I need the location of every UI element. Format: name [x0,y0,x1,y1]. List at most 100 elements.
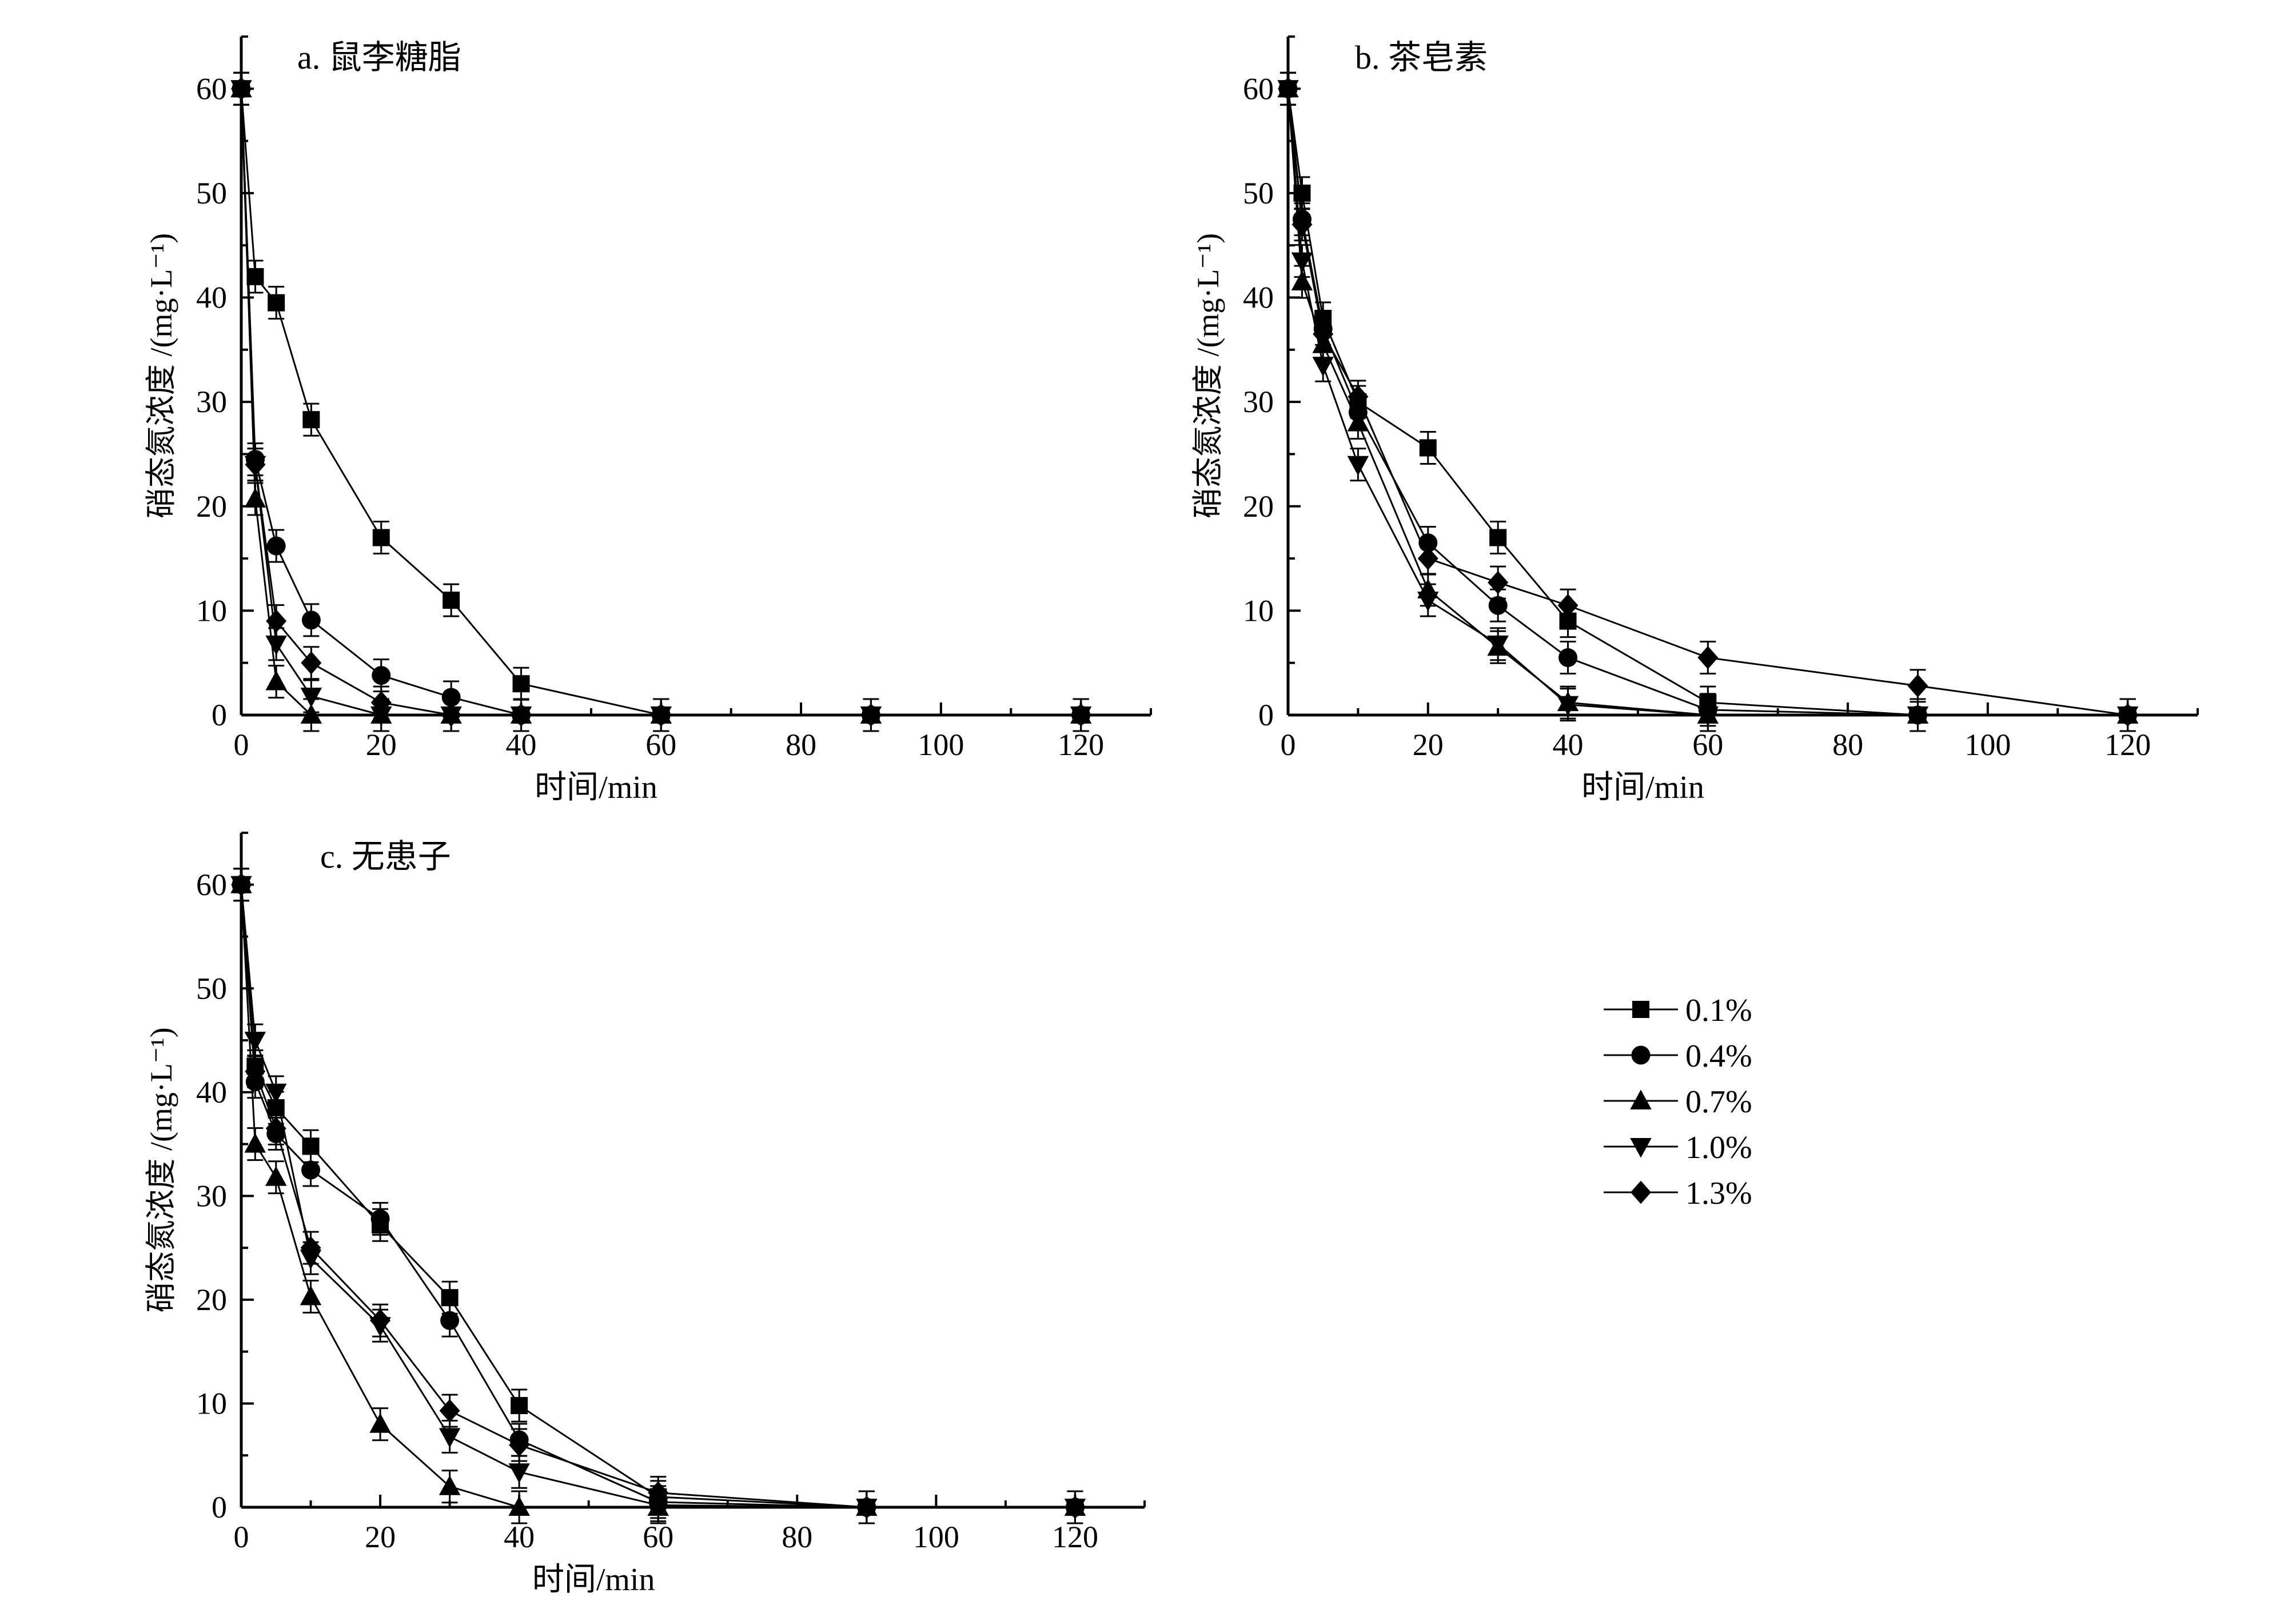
x-tick-label: 100 [913,1520,959,1554]
data-point [372,529,390,546]
y-axis-label: 硝态氮浓度 /(mg·L⁻¹) [144,233,178,518]
y-tick-label: 40 [196,281,227,315]
y-tick-label: 30 [196,385,227,419]
data-point [1419,439,1437,457]
x-tick-label: 60 [643,1520,673,1554]
series-1.3% [231,71,1091,732]
y-tick-label: 40 [1243,281,1274,315]
data-point [231,873,252,897]
series-0.7% [230,868,1086,1524]
panel-title: b. 茶皂素 [1355,39,1488,76]
y-axis-label: 硝态氮浓度 /(mg·L⁻¹) [144,1027,178,1312]
data-point [266,536,286,556]
data-point [1697,706,1719,726]
data-point [302,411,320,429]
data-point [245,1060,266,1083]
data-point [265,670,287,690]
data-point [244,1133,266,1153]
y-tick-label: 60 [1243,71,1274,106]
data-point [246,268,264,286]
data-point [300,1285,322,1305]
series-1.0% [1277,71,2139,732]
data-point [369,1413,391,1433]
x-tick-label: 120 [1058,728,1104,762]
x-tick-label: 40 [1553,728,1584,762]
data-point [443,592,460,609]
series-line [240,89,1081,716]
data-point [511,703,532,727]
series-line [1287,89,2128,716]
x-tick-label: 80 [782,1520,812,1554]
data-point [1278,77,1298,101]
data-point [1312,357,1334,377]
x-tick-label: 40 [506,728,537,762]
legend-marker-triangle-up-icon [1630,1089,1652,1109]
data-point [268,294,285,312]
data-point [439,1428,461,1448]
data-point [1488,596,1508,615]
y-tick-label: 20 [1243,489,1274,524]
series-line [240,884,1075,1508]
x-tick-label: 0 [234,728,249,762]
data-point [441,1289,459,1307]
data-point [1487,635,1509,656]
y-tick-label: 40 [196,1075,227,1109]
y-tick-label: 50 [1243,176,1274,210]
data-point [372,666,391,685]
y-tick-label: 10 [196,593,227,628]
data-point [1348,385,1369,409]
legend-entry: 0.4% [1604,1039,1752,1074]
legend-label: 0.7% [1685,1084,1752,1120]
series-1.0% [230,868,1086,1524]
y-tick-label: 0 [212,1490,227,1524]
data-point [1292,213,1313,236]
x-tick-label: 100 [918,728,964,762]
legend: 0.1% 0.4% 0.7% 1.0% 1.3% [1604,993,1752,1211]
data-point [300,704,322,724]
legend-entry: 0.7% [1604,1084,1752,1120]
y-tick-label: 0 [212,698,227,732]
data-point [1347,412,1369,432]
x-tick-label: 20 [365,1520,396,1554]
data-point [266,609,287,633]
data-point [508,1496,530,1516]
x-tick-label: 0 [234,1520,249,1554]
data-point [439,1475,461,1495]
data-point [265,1083,287,1104]
series-line [1287,89,2128,716]
series-line [1287,89,2128,716]
data-point [1070,703,1091,727]
legend-entry: 1.0% [1604,1130,1752,1165]
data-point [508,1463,530,1483]
data-point [300,1236,321,1260]
y-tick-label: 10 [1243,593,1274,628]
series-0.4% [232,868,1085,1524]
data-point [244,1032,266,1052]
series-line [1287,89,2128,716]
series-line [240,884,1075,1508]
data-point [1697,646,1719,669]
legend-label: 1.0% [1685,1130,1752,1165]
series-0.1% [1279,71,2136,732]
data-point [1313,322,1334,346]
panel-a: 0 20 40 60 80 100 120 0 10 20 30 40 50 60 a. 鼠李糖脂时间/mi… [144,35,1152,805]
series-line [240,89,1081,716]
x-tick-label: 40 [504,1520,535,1554]
data-point [301,1160,321,1180]
data-point [1417,546,1438,570]
data-point [509,1433,530,1457]
y-tick-label: 0 [1258,698,1274,732]
y-tick-label: 60 [196,868,227,902]
data-point [245,453,266,476]
x-tick-label: 80 [786,728,816,762]
data-point [265,635,287,656]
data-point [512,675,530,693]
series-1.3% [231,868,1086,1524]
x-axis-label: 时间/min [1581,770,1704,805]
series-0.7% [1277,71,2139,732]
data-point [1907,706,1929,726]
y-tick-label: 60 [196,71,227,106]
legend-marker-square-icon [1632,1001,1649,1018]
x-tick-label: 100 [1964,728,2011,762]
data-point [441,703,462,727]
